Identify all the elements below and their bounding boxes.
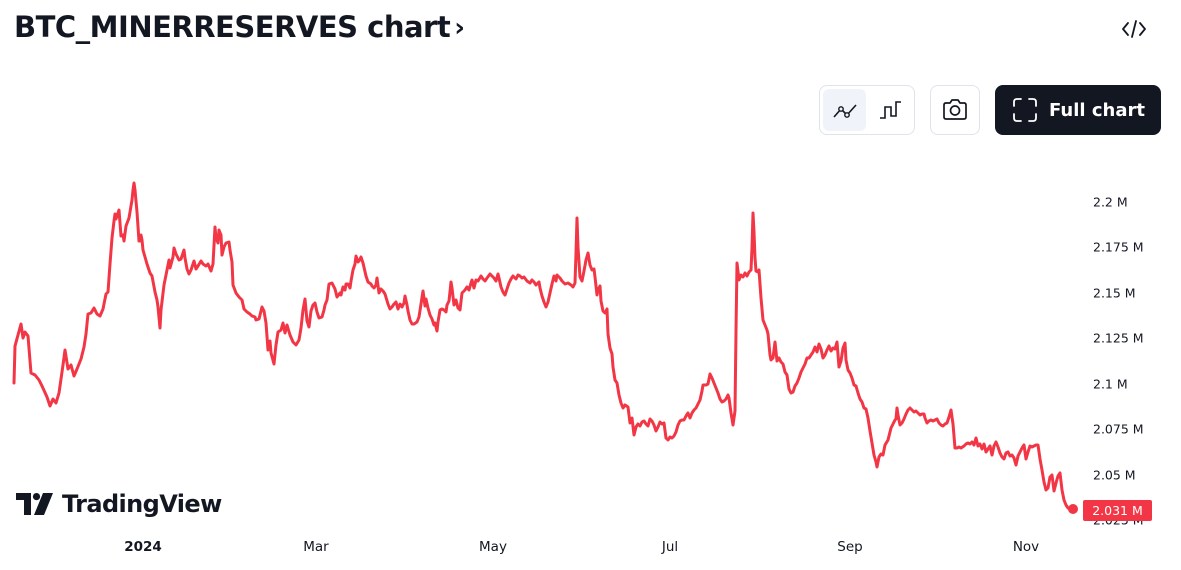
x-tick-label: Jul	[661, 539, 679, 555]
x-tick-label: Mar	[303, 539, 329, 555]
y-tick-label: 2.075 M	[1093, 421, 1144, 437]
full-chart-button[interactable]: Full chart	[995, 85, 1161, 135]
price-line	[12, 181, 1075, 511]
x-tick-label: Nov	[1012, 539, 1040, 555]
tradingview-logo-icon	[16, 493, 53, 515]
step-style-button[interactable]	[868, 89, 911, 131]
y-tick-label: 2.175 M	[1093, 239, 1144, 255]
snapshot-button[interactable]	[930, 85, 980, 135]
last-price-dot	[1068, 504, 1078, 514]
x-tick-label: 2024	[124, 539, 162, 555]
y-tick-label: 2.1 M	[1093, 376, 1128, 392]
code-embed-icon	[1122, 20, 1146, 38]
line-chart-icon	[832, 104, 857, 118]
x-tick-label: May	[479, 539, 507, 555]
last-price-badge: 2.031 M	[1083, 500, 1152, 521]
tradingview-logo-link[interactable]: TradingView	[16, 490, 222, 518]
y-tick-label: 2.125 M	[1093, 330, 1144, 346]
logo-text: TradingView	[62, 490, 222, 518]
chart-toolbar: Full chart	[0, 85, 1181, 135]
y-tick-label: 2.05 M	[1093, 467, 1136, 483]
page-title: BTC_MINERRESERVES chart	[14, 10, 451, 44]
camera-icon	[943, 99, 967, 120]
step-line-icon	[879, 101, 901, 119]
embed-code-button[interactable]	[1116, 14, 1152, 44]
chevron-right-icon: ›	[454, 13, 465, 43]
y-tick-label: 2.15 M	[1093, 285, 1136, 301]
line-style-button[interactable]	[823, 89, 866, 131]
x-tick-label: Sep	[837, 539, 863, 555]
full-chart-label: Full chart	[1049, 99, 1145, 121]
chart-style-group	[819, 85, 915, 135]
chart-title-link[interactable]: BTC_MINERRESERVES chart ›	[14, 10, 465, 44]
y-tick-label: 2.2 M	[1093, 194, 1128, 210]
fullscreen-icon	[1013, 98, 1037, 122]
